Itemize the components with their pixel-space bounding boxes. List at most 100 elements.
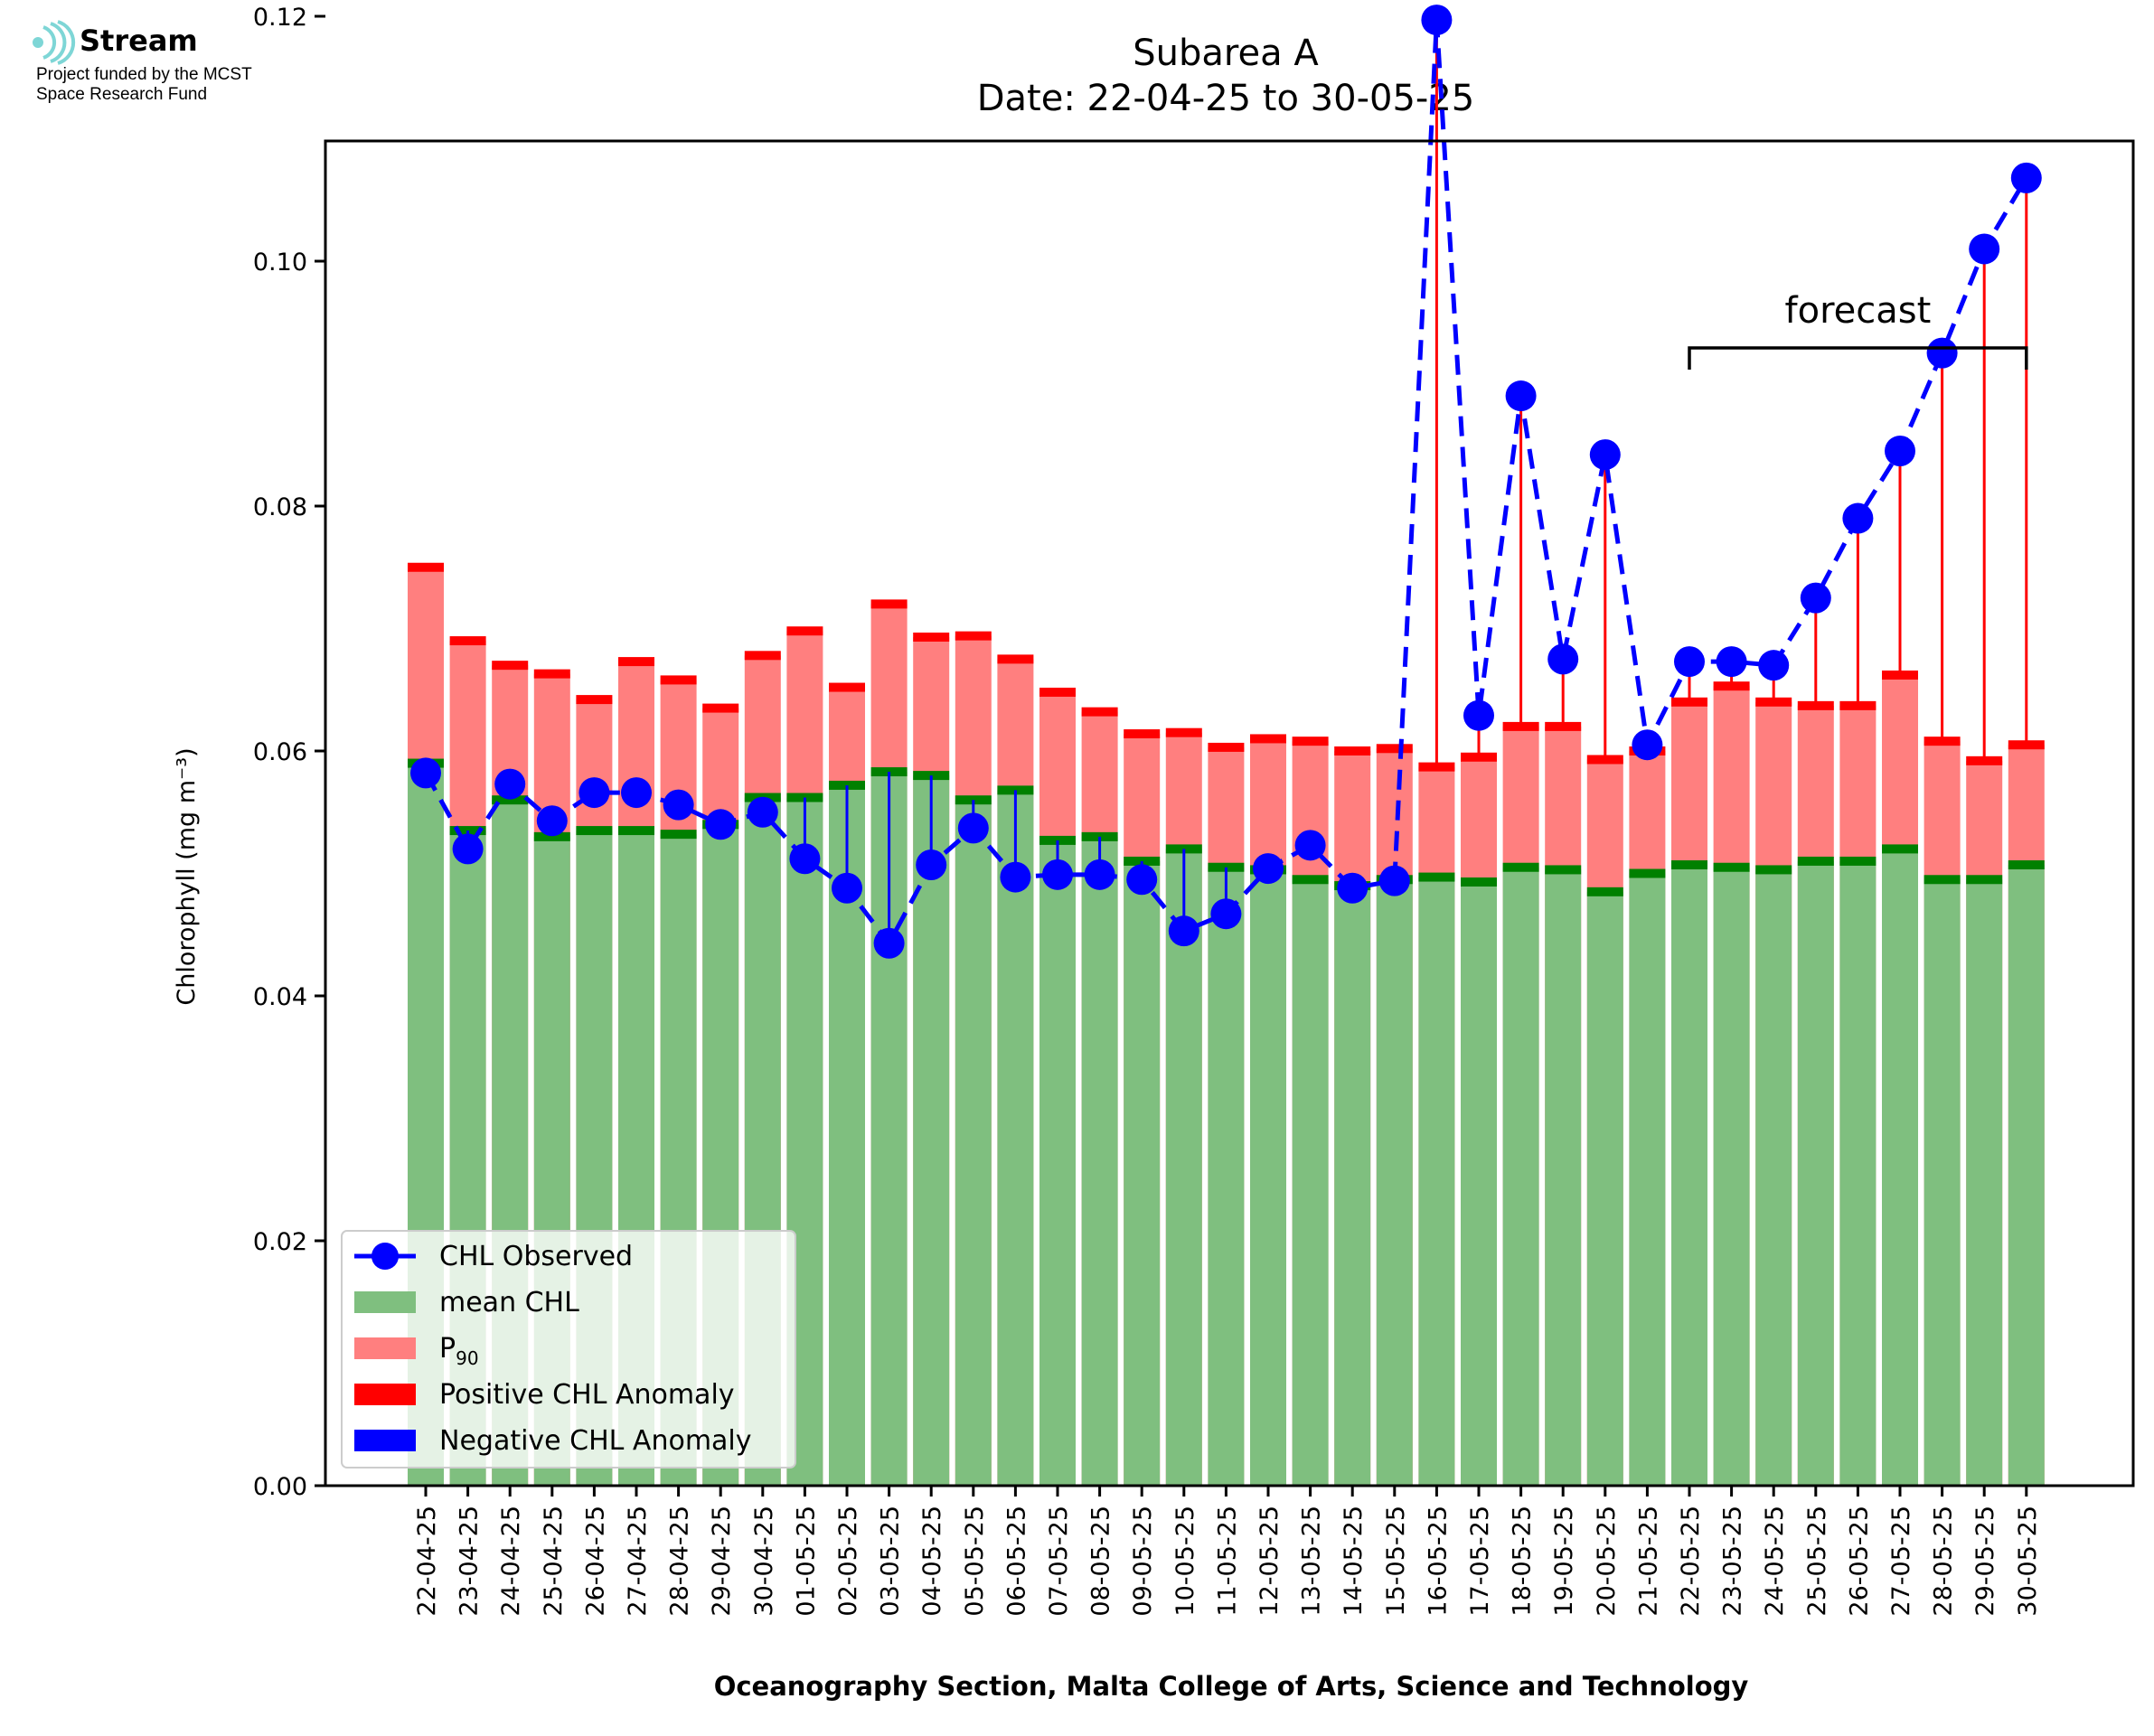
observed-point (1337, 872, 1369, 904)
mean-bar (1966, 879, 2003, 1486)
forecast-label: forecast (1785, 290, 1932, 332)
observed-point (1716, 646, 1747, 678)
mean-bar (1418, 877, 1455, 1486)
x-tick-label: 30-05-25 (2014, 1506, 2042, 1617)
x-tick-label: 09-05-25 (1129, 1506, 1157, 1617)
x-axis-label: Oceanography Section, Malta College of A… (714, 1671, 1749, 1702)
p90-bar-cap (1250, 734, 1286, 744)
observed-point (536, 805, 568, 837)
mean-bar-cap (1461, 877, 1497, 887)
observed-point (1632, 729, 1663, 761)
x-tick-label: 25-05-25 (1803, 1506, 1831, 1617)
observed-point (621, 777, 652, 809)
x-tick-label: 23-04-25 (456, 1506, 484, 1617)
chart-subtitle: Date: 22-04-25 to 30-05-25 (977, 78, 1475, 119)
y-tick-label: 0.04 (253, 983, 307, 1011)
observed-point (1294, 830, 1326, 861)
observed-point (1885, 436, 1915, 467)
observed-point (1000, 861, 1031, 893)
mean-bar-cap (1713, 862, 1750, 872)
x-tick-label: 10-05-25 (1171, 1506, 1199, 1617)
mean-bar-cap (1839, 856, 1877, 866)
observed-point (832, 872, 862, 904)
mean-bar (1586, 891, 1623, 1486)
mean-bar (1629, 873, 1666, 1486)
x-tick-label: 25-04-25 (540, 1506, 568, 1617)
plot-frame (324, 139, 2135, 1487)
x-tick-label: 02-05-25 (834, 1506, 862, 1617)
x-tick-label: 01-05-25 (792, 1506, 820, 1617)
x-tick-label: 22-05-25 (1677, 1506, 1705, 1617)
mean-bar (1839, 860, 1877, 1486)
observed-point (1547, 643, 1579, 675)
legend-item-observed: CHL Observed (354, 1241, 633, 1272)
observed-point (1168, 915, 1199, 947)
y-tick-label: 0.06 (253, 738, 307, 766)
mean-bar-cap (1755, 865, 1792, 875)
x-tick-label: 03-05-25 (877, 1506, 905, 1617)
legend: CHL Observed mean CHL P90 Positive CHL A… (341, 1230, 796, 1469)
observed-point (1210, 898, 1242, 930)
legend-item-negative: Negative CHL Anomaly (354, 1425, 752, 1457)
mean-bar (2008, 865, 2045, 1486)
mean-bar (1924, 879, 1961, 1486)
x-tick-label: 27-04-25 (624, 1506, 652, 1617)
p90-bar-cap (1081, 707, 1118, 717)
mean-bar-cap (1797, 856, 1834, 866)
x-tick-label: 14-05-25 (1340, 1506, 1368, 1617)
x-axis: 22-04-25 23-04-25 24-04-25 25-04-25 26-04-25… (413, 1486, 2042, 1617)
observed-point (663, 789, 694, 821)
mean-bar (1461, 881, 1497, 1486)
observed-point (747, 796, 778, 828)
observed-point (957, 812, 989, 844)
observed-point (1421, 5, 1453, 36)
mean-bar (1334, 886, 1371, 1486)
p90-bar-cap (449, 636, 486, 646)
logo-funding-line-1: Project funded by the MCST (36, 65, 252, 84)
observed-point (1969, 233, 2000, 265)
legend-label-mean: mean CHL (439, 1287, 579, 1318)
mean-bar-cap (2008, 860, 2045, 870)
mean-bar-cap (1502, 862, 1539, 872)
mean-bar-cap (660, 830, 697, 840)
mean-bar (1671, 865, 1707, 1486)
p90-bar-cap (913, 632, 950, 642)
observed-point (2010, 162, 2042, 193)
observed-point (1042, 859, 1073, 890)
x-tick-label: 07-05-25 (1045, 1506, 1073, 1617)
p90-bar-cap (408, 562, 444, 572)
mean-bar-cap (618, 826, 654, 836)
forecast-annotation: forecast (1688, 290, 2028, 370)
y-axis-label: Chlorophyll (mg m⁻³) (173, 747, 201, 1005)
legend-label-positive: Positive CHL Anomaly (439, 1379, 735, 1411)
forecast-bracket (1688, 346, 2028, 370)
x-tick-label: 06-05-25 (1002, 1506, 1030, 1617)
x-tick-label: 24-04-25 (497, 1506, 525, 1617)
p90-bar-cap (533, 669, 570, 679)
mean-bar (1882, 849, 1918, 1486)
y-axis: 0.00 0.02 0.04 0.06 0.08 0.10 0.12 (253, 4, 325, 1501)
p90-bar-cap (997, 654, 1034, 664)
x-tick-label: 30-04-25 (750, 1506, 778, 1617)
mean-bar-cap (1545, 865, 1582, 875)
observed-point (578, 777, 610, 809)
observed-point (410, 757, 441, 789)
observed-point (1589, 439, 1621, 471)
x-tick-label: 28-05-25 (1930, 1506, 1958, 1617)
legend-label-negative: Negative CHL Anomaly (439, 1425, 752, 1457)
logo-name: Stream (80, 23, 198, 58)
observed-point (494, 768, 526, 800)
y-tick-label: 0.02 (253, 1228, 307, 1256)
observed-point (789, 843, 821, 875)
mean-bar (1292, 879, 1329, 1486)
mean-bar (1165, 849, 1202, 1486)
logo-funding-line-2: Space Research Fund (36, 85, 208, 104)
mean-bar-cap (1966, 875, 2003, 885)
p90-bar-cap (829, 682, 865, 692)
observed-point (873, 927, 905, 959)
y-tick-label: 0.12 (253, 4, 307, 32)
observed-point (916, 849, 947, 881)
legend-item-mean: mean CHL (354, 1287, 579, 1318)
mean-bar-cap (1882, 844, 1918, 854)
